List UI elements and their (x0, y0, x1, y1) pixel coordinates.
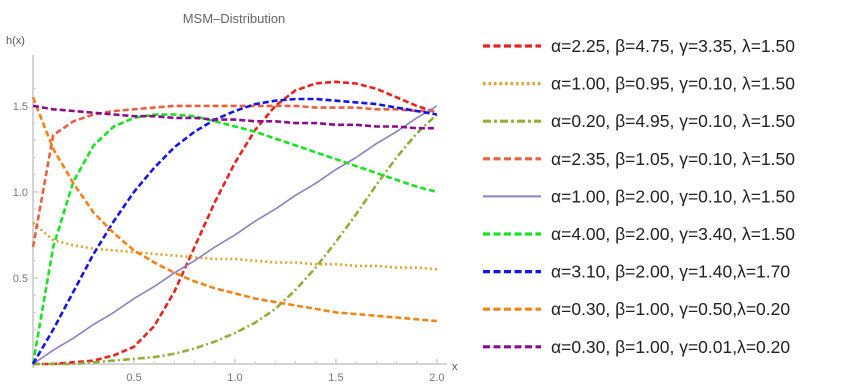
y-tick-label: 1.5 (13, 101, 28, 113)
series-line-6 (31, 113, 438, 365)
series-line-1 (33, 80, 438, 366)
legend-label: α=0.30, β=1.00, γ=0.50,λ=0.20 (551, 299, 790, 319)
series-line-2 (32, 221, 438, 271)
axis-ticks: 0.5 1.0 1.5 2.0 0.5 1.0 1.5 (13, 88, 445, 384)
legend-item: α=0.30, β=1.00, γ=0.01,λ=0.20 (483, 337, 790, 357)
series-line-9 (32, 104, 437, 130)
legend-item: α=4.00, β=2.00, γ=3.40, λ=1.50 (483, 224, 795, 244)
legend-label: α=2.35, β=1.05, γ=0.10, λ=1.50 (551, 149, 795, 169)
x-tick-label: 1.5 (328, 372, 343, 384)
legend-item: α=1.00, β=2.00, γ=0.10, λ=1.50 (483, 186, 795, 206)
legend-label: α=1.00, β=0.95, γ=0.10, λ=1.50 (551, 74, 795, 94)
legend-label: α=4.00, β=2.00, γ=3.40, λ=1.50 (551, 224, 795, 244)
legend-item: α=1.00, β=0.95, γ=0.10, λ=1.50 (483, 74, 795, 94)
legend-label: α=2.25, β=4.75, γ=3.35, λ=1.50 (551, 36, 795, 56)
y-axis-label: h(x) (6, 35, 25, 47)
chart-title: MSM–Distribution (183, 11, 286, 26)
legend-item: α=3.10, β=2.00, γ=1.40,λ=1.70 (483, 262, 790, 282)
x-tick-label: 0.5 (126, 372, 141, 384)
x-tick-label: 1.0 (227, 372, 242, 384)
y-tick-label: 0.5 (13, 273, 28, 285)
legend-item: α=2.25, β=4.75, γ=3.35, λ=1.50 (483, 36, 795, 56)
series-line-8 (31, 96, 438, 323)
x-tick-label: 2.0 (429, 372, 444, 384)
legend-item: α=0.30, β=1.00, γ=0.50,λ=0.20 (483, 299, 790, 319)
legend: α=2.25, β=4.75, γ=3.35, λ=1.50 α=1.00, β=… (483, 36, 795, 357)
legend-label: α=0.20, β=4.95, γ=0.10, λ=1.50 (551, 111, 795, 131)
legend-item: α=0.20, β=4.95, γ=0.10, λ=1.50 (483, 111, 795, 131)
series-line-7 (31, 97, 438, 365)
y-tick-label: 1.0 (13, 187, 28, 199)
legend-item: α=2.35, β=1.05, γ=0.10, λ=1.50 (483, 149, 795, 169)
legend-label: α=1.00, β=2.00, γ=0.10, λ=1.50 (551, 186, 795, 206)
series-line-5 (32, 105, 438, 365)
x-axis-label: x (452, 361, 458, 373)
plot-area (31, 80, 438, 366)
series-line-3 (33, 113, 438, 366)
legend-label: α=0.30, β=1.00, γ=0.01,λ=0.20 (551, 337, 790, 357)
legend-label: α=3.10, β=2.00, γ=1.40,λ=1.70 (551, 262, 790, 282)
